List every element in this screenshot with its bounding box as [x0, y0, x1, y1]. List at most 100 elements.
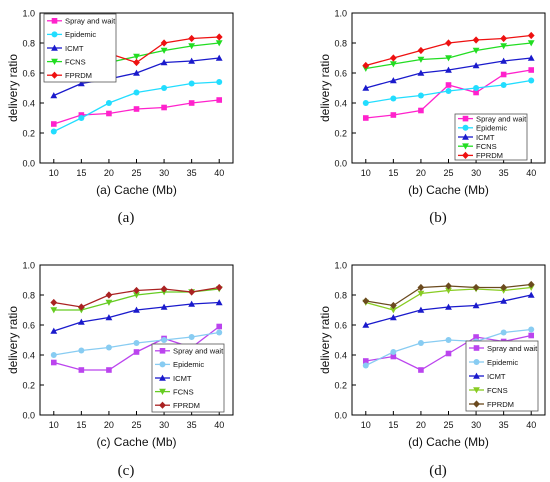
data-point-b-4-5	[500, 34, 508, 43]
data-point-b-1-5	[500, 82, 507, 88]
legend-label-c-0: Spray and wait	[173, 347, 224, 356]
legend-label-d-4: FPRDM	[487, 400, 514, 409]
panel-caption-a: (a)	[118, 210, 135, 226]
legend-label-a-2: ICMT	[65, 44, 84, 53]
y-tick-label-b-3: 0.6	[334, 69, 347, 79]
chart-b: 0.0 0.2 0.4 0.6 0.8 1.0 10 15 20 25 30 35 40 (b) Cach…	[318, 9, 546, 197]
data-point-b-0-3	[445, 82, 452, 88]
y-tick-label-c-2: 0.4	[22, 351, 35, 361]
data-point-d-1-0	[362, 362, 369, 369]
data-point-b-0-5	[500, 71, 507, 78]
legend-label-b-3: FCNS	[476, 142, 497, 151]
legend-label-b-2: ICMT	[476, 133, 495, 142]
x-tick-label-a-1: 15	[76, 168, 86, 178]
data-point-b-1-6	[528, 77, 535, 84]
data-point-c-1-2	[105, 344, 112, 351]
legend-marker-c-1	[159, 361, 166, 368]
legend-label-c-2: ICMT	[173, 374, 192, 383]
data-point-c-4-4	[160, 285, 168, 293]
panel-caption-d: (d)	[429, 463, 447, 479]
y-tick-label-c-4: 0.8	[22, 291, 35, 301]
x-tick-label-b-0: 10	[361, 168, 371, 178]
y-axis-label-a: delivery ratio	[6, 54, 20, 122]
data-point-b-3-1	[389, 61, 397, 68]
legend-label-b-0: Spray and wait	[476, 114, 527, 123]
data-point-b-3-3	[445, 55, 452, 62]
legend-marker-b-4	[462, 151, 469, 159]
data-point-a-3-3	[133, 53, 140, 60]
legend-marker-c-4	[159, 401, 166, 409]
chart-d: 0.0 0.2 0.4 0.6 0.8 1.0 10 15 20 25 30 35 40 (d) Cach…	[318, 261, 546, 449]
legend-marker-c-2	[159, 374, 166, 381]
y-tick-label-c-1: 0.2	[22, 381, 35, 391]
data-point-c-2-2	[105, 314, 113, 321]
data-point-b-4-0	[362, 61, 370, 70]
data-point-c-4-3	[133, 286, 140, 295]
legend-marker-d-4	[473, 400, 480, 408]
data-point-d-0-4	[473, 334, 479, 340]
data-point-b-0-2	[418, 107, 424, 114]
data-point-d-1-6	[528, 326, 535, 333]
data-point-b-4-2	[417, 46, 425, 55]
data-point-d-3-3	[445, 287, 452, 294]
y-tick-label-a-1: 0.2	[22, 129, 35, 139]
data-point-b-0-4	[473, 89, 479, 96]
legend-label-a-3: FCNS	[65, 57, 86, 66]
x-tick-label-a-2: 20	[104, 168, 114, 178]
legend-marker-d-2	[473, 372, 480, 379]
y-axis-label-c: delivery ratio	[6, 306, 20, 374]
y-tick-label-c-5: 1.0	[22, 261, 35, 271]
x-tick-label-d-6: 40	[526, 420, 536, 430]
y-tick-label-a-2: 0.4	[22, 99, 35, 109]
data-point-b-1-3	[445, 88, 452, 94]
data-point-d-4-2	[417, 283, 425, 292]
x-tick-label-c-3: 25	[131, 420, 141, 430]
data-point-a-0-2	[106, 110, 112, 117]
data-point-d-4-4	[472, 283, 480, 292]
legend-marker-a-0	[51, 18, 58, 24]
data-point-d-0-0	[362, 358, 369, 364]
legend-label-b-4: FPRDM	[476, 151, 503, 160]
x-tick-label-c-0: 10	[49, 420, 59, 430]
x-tick-label-a-0: 10	[49, 168, 59, 178]
x-axis-label-b: (b) Cache (Mb)	[408, 183, 489, 197]
legend-label-c-1: Epidemic	[173, 360, 204, 369]
data-point-b-2-5	[500, 57, 508, 64]
data-point-c-3-0	[50, 307, 58, 314]
data-point-d-0-2	[418, 367, 424, 373]
data-point-d-4-3	[445, 282, 452, 290]
legend-marker-a-2	[51, 44, 58, 51]
data-point-b-2-2	[417, 69, 425, 76]
x-tick-label-d-0: 10	[361, 420, 371, 430]
x-tick-label-c-6: 40	[214, 420, 224, 430]
data-point-c-3-2	[105, 299, 113, 306]
data-point-b-2-6	[527, 54, 535, 61]
data-point-a-4-3	[133, 58, 140, 67]
x-tick-label-b-1: 15	[388, 168, 398, 178]
x-tick-label-a-5: 35	[187, 168, 197, 178]
data-point-a-1-3	[133, 89, 140, 96]
legend-label-a-4: FPRDM	[65, 71, 92, 80]
data-point-c-1-1	[78, 347, 85, 354]
data-point-a-1-6	[216, 79, 223, 85]
data-point-d-1-3	[445, 337, 452, 343]
data-point-c-1-3	[133, 340, 140, 346]
data-point-c-0-1	[78, 367, 85, 373]
data-point-a-0-3	[133, 106, 140, 112]
x-tick-label-d-1: 15	[388, 420, 398, 430]
y-tick-label-a-4: 0.8	[22, 39, 35, 49]
data-point-b-1-2	[417, 92, 424, 99]
data-point-a-0-5	[188, 100, 195, 106]
data-point-d-0-1	[390, 353, 397, 360]
data-point-c-1-4	[161, 337, 168, 343]
data-point-a-2-0	[50, 92, 58, 99]
data-point-b-4-4	[472, 36, 480, 44]
x-tick-label-c-2: 20	[104, 420, 114, 430]
data-point-d-4-6	[527, 280, 535, 289]
chart-c: 0.0 0.2 0.4 0.6 0.8 1.0 10 15 20 25 30 35 40 (c) Cach…	[6, 261, 234, 449]
y-tick-label-c-0: 0.0	[22, 411, 35, 421]
legend-marker-d-1	[473, 359, 480, 365]
legend-marker-b-3	[462, 143, 469, 150]
legend-marker-a-3	[51, 58, 58, 65]
data-point-c-1-5	[188, 334, 195, 340]
